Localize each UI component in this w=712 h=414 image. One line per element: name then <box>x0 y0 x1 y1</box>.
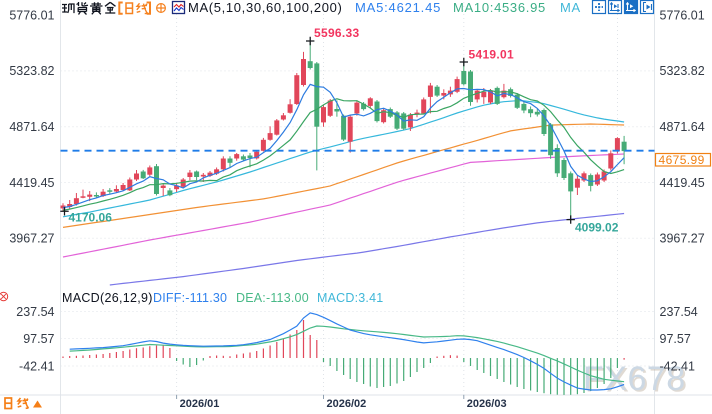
svg-text:MA5:4621.45: MA5:4621.45 <box>355 0 441 15</box>
svg-text:97.57: 97.57 <box>660 332 691 346</box>
svg-text:4419.45: 4419.45 <box>9 176 54 190</box>
svg-text:3967.27: 3967.27 <box>660 232 705 246</box>
svg-text:5323.82: 5323.82 <box>9 64 54 78</box>
svg-text:-42.41: -42.41 <box>19 359 54 373</box>
svg-text:MACD(26,12,9): MACD(26,12,9) <box>62 291 153 305</box>
svg-text:237.54: 237.54 <box>660 305 698 319</box>
svg-text:2026/03: 2026/03 <box>467 398 507 410</box>
svg-text:5419.01: 5419.01 <box>469 48 515 62</box>
svg-text:4871.64: 4871.64 <box>9 120 54 134</box>
svg-text:237.54: 237.54 <box>16 305 54 319</box>
svg-text:MA(5,10,30,60,100,200): MA(5,10,30,60,100,200) <box>188 0 343 15</box>
svg-text:DIFF:-111.30: DIFF:-111.30 <box>153 291 227 305</box>
svg-text:DEA:-113.00: DEA:-113.00 <box>236 291 309 305</box>
svg-text:2026/02: 2026/02 <box>327 398 367 410</box>
svg-text:2026/01: 2026/01 <box>180 398 220 410</box>
svg-text:4675.99: 4675.99 <box>659 153 705 167</box>
svg-text:4419.45: 4419.45 <box>660 176 705 190</box>
svg-text:4871.64: 4871.64 <box>660 120 705 134</box>
svg-text:4099.02: 4099.02 <box>575 221 619 235</box>
svg-text:5596.33: 5596.33 <box>314 26 360 40</box>
svg-text:5776.01: 5776.01 <box>660 8 705 22</box>
svg-text:FX678: FX678 <box>585 362 688 400</box>
svg-text:3967.27: 3967.27 <box>9 232 54 246</box>
svg-text:5323.82: 5323.82 <box>660 64 705 78</box>
svg-text:FX678: FX678 <box>583 360 686 398</box>
svg-text:MA: MA <box>560 0 581 15</box>
svg-text:5776.01: 5776.01 <box>9 8 54 22</box>
svg-text:-42.41: -42.41 <box>660 359 695 373</box>
svg-text:97.57: 97.57 <box>23 332 54 346</box>
svg-text:MA10:4536.95: MA10:4536.95 <box>453 0 546 15</box>
svg-text:MACD:3.41: MACD:3.41 <box>317 291 383 305</box>
svg-text:4170.06: 4170.06 <box>69 211 113 225</box>
